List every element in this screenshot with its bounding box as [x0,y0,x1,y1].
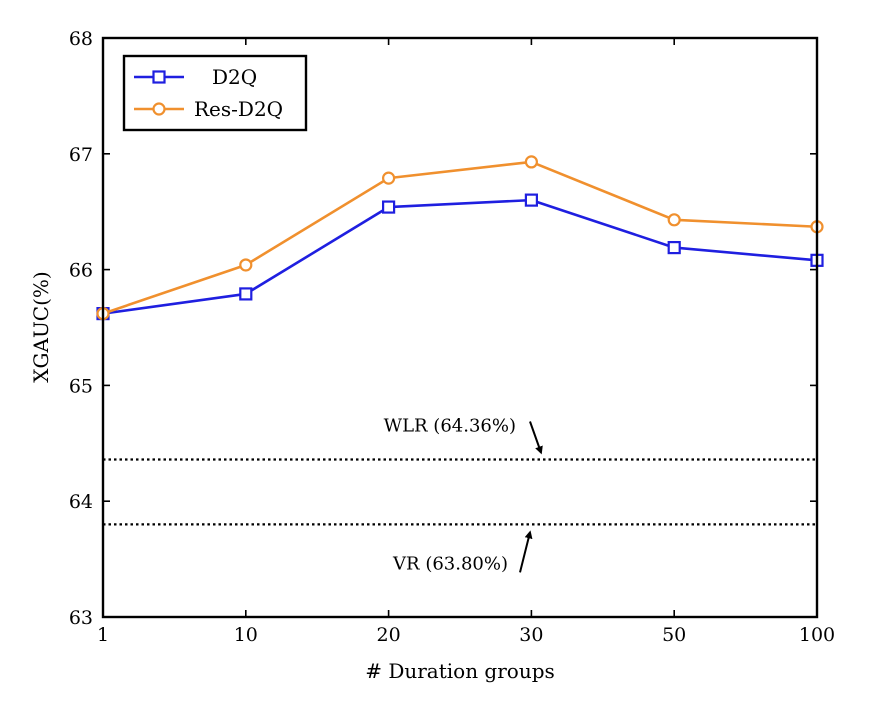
y-tick-label-65: 65 [69,375,93,397]
y-tick-label-67: 67 [69,144,93,166]
res-d2q-point-50 [667,213,681,227]
res-d2q-point-30 [524,155,539,169]
x-tick-label-50: 50 [662,624,686,646]
res-d2q-series-line [102,160,818,315]
y-tick-label-68: 68 [69,28,93,50]
x-tick-label-10: 10 [234,624,258,646]
x-tick-label-20: 20 [377,624,401,646]
wlr-annotation-arrow [529,421,543,455]
vr-annotation-arrow [519,530,533,573]
res-d2q-point-10 [239,258,253,272]
wlr-annotation-label: WLR (64.36%) [384,416,516,437]
legend-label-d2q: D2Q [212,65,257,89]
d2q-point-30 [524,193,539,207]
d2q-point-10 [239,287,253,301]
d2q-point-20 [382,200,396,214]
axes-layer: 1 10 20 30 50 100 63 64 65 66 67 68 [69,28,835,646]
y-axis-label: XGAUC(%) [29,271,53,382]
y-tick-label-63: 63 [69,607,93,629]
d2q-point-50 [667,240,681,255]
legend-box [122,54,308,132]
d2q-series-line [102,198,818,315]
x-axis-label: # Duration groups [365,659,555,683]
plot-layer: WLR (64.36%) VR (63.80%) [96,155,824,574]
legend-marker-d2q [152,70,166,84]
legend-marker-res-d2q [152,102,166,116]
x-tick-label-100: 100 [799,624,835,646]
legend: D2Q Res-D2Q [122,54,308,132]
legend-label-res-d2q: Res-D2Q [194,97,283,121]
y-tick-label-66: 66 [69,260,93,282]
plot-frame [101,36,819,619]
vr-annotation-label: VR (63.80%) [392,553,508,574]
x-tick-label-1: 1 [97,624,109,646]
y-tick-label-64: 64 [69,491,93,513]
res-d2q-point-20 [382,171,396,185]
x-tick-label-30: 30 [519,624,543,646]
